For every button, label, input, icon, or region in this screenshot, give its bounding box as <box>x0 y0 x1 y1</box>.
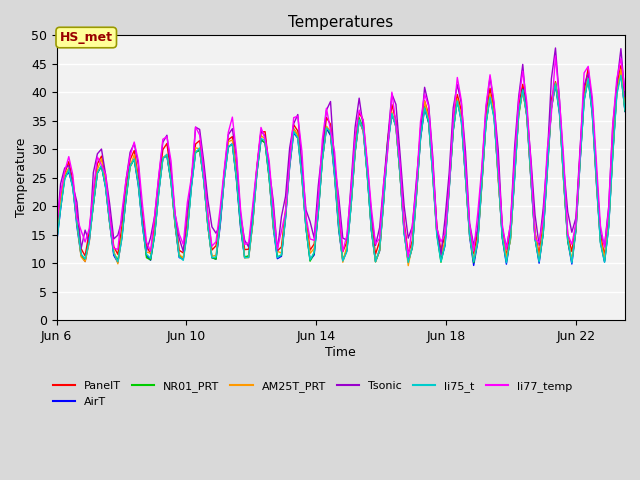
li75_t <box>73 220 81 226</box>
PanelT <box>335 211 342 217</box>
Title: Temperatures: Temperatures <box>288 15 394 30</box>
PanelT <box>85 229 93 235</box>
PanelT <box>73 212 81 217</box>
li77_temp <box>552 53 559 59</box>
AM25T_PRT <box>52 238 60 244</box>
Line: Tsonic: Tsonic <box>56 48 625 255</box>
Y-axis label: Temperature: Temperature <box>15 138 28 217</box>
Tsonic <box>110 236 118 242</box>
li75_t <box>568 260 575 266</box>
Tsonic <box>552 45 559 51</box>
NR01_PRT <box>335 224 342 230</box>
AirT <box>110 252 118 258</box>
Tsonic <box>52 229 60 235</box>
Line: li75_t: li75_t <box>56 75 625 263</box>
Line: li77_temp: li77_temp <box>56 56 625 257</box>
Line: AirT: AirT <box>56 73 625 265</box>
li75_t <box>52 241 60 247</box>
PanelT <box>155 180 163 186</box>
Line: PanelT: PanelT <box>56 65 625 257</box>
AM25T_PRT <box>73 220 81 226</box>
li77_temp <box>335 203 342 209</box>
AirT <box>621 108 629 114</box>
li75_t <box>155 190 163 195</box>
AirT <box>470 263 477 268</box>
li77_temp <box>621 87 629 93</box>
PanelT <box>502 254 510 260</box>
li77_temp <box>52 222 60 228</box>
AirT <box>617 70 625 76</box>
NR01_PRT <box>52 238 60 244</box>
NR01_PRT <box>290 126 298 132</box>
li75_t <box>110 251 118 256</box>
NR01_PRT <box>470 260 477 265</box>
li77_temp <box>85 226 93 231</box>
AM25T_PRT <box>404 263 412 268</box>
Tsonic <box>73 199 81 205</box>
li77_temp <box>110 245 118 251</box>
Tsonic <box>85 239 93 245</box>
Legend: PanelT, AirT, NR01_PRT, AM25T_PRT, Tsonic, li75_t, li77_temp: PanelT, AirT, NR01_PRT, AM25T_PRT, Tsoni… <box>49 377 576 411</box>
AM25T_PRT <box>335 221 342 227</box>
li75_t <box>617 72 625 78</box>
AM25T_PRT <box>617 66 625 72</box>
PanelT <box>52 232 60 238</box>
AirT <box>85 238 93 244</box>
AM25T_PRT <box>290 127 298 132</box>
NR01_PRT <box>155 188 163 193</box>
PanelT <box>621 101 629 107</box>
NR01_PRT <box>110 250 118 256</box>
Tsonic <box>335 194 342 200</box>
Tsonic <box>290 121 298 127</box>
AirT <box>290 130 298 136</box>
Tsonic <box>155 174 163 180</box>
PanelT <box>290 122 298 128</box>
NR01_PRT <box>85 236 93 242</box>
AM25T_PRT <box>85 240 93 246</box>
AirT <box>335 227 342 232</box>
AM25T_PRT <box>110 248 118 254</box>
li75_t <box>290 129 298 134</box>
li75_t <box>335 224 342 229</box>
li77_temp <box>73 216 81 221</box>
X-axis label: Time: Time <box>325 346 356 359</box>
li75_t <box>621 108 629 113</box>
Text: HS_met: HS_met <box>60 31 113 44</box>
PanelT <box>617 62 625 68</box>
NR01_PRT <box>621 108 629 114</box>
AirT <box>73 224 81 229</box>
Tsonic <box>437 252 445 258</box>
AirT <box>155 190 163 195</box>
li77_temp <box>290 115 298 120</box>
AirT <box>52 241 60 247</box>
AM25T_PRT <box>621 107 629 112</box>
PanelT <box>110 244 118 250</box>
li75_t <box>85 239 93 244</box>
NR01_PRT <box>617 70 625 75</box>
Line: NR01_PRT: NR01_PRT <box>56 72 625 263</box>
Line: AM25T_PRT: AM25T_PRT <box>56 69 625 265</box>
NR01_PRT <box>73 219 81 225</box>
AM25T_PRT <box>155 186 163 192</box>
li77_temp <box>404 254 412 260</box>
Tsonic <box>621 94 629 99</box>
li77_temp <box>155 173 163 179</box>
